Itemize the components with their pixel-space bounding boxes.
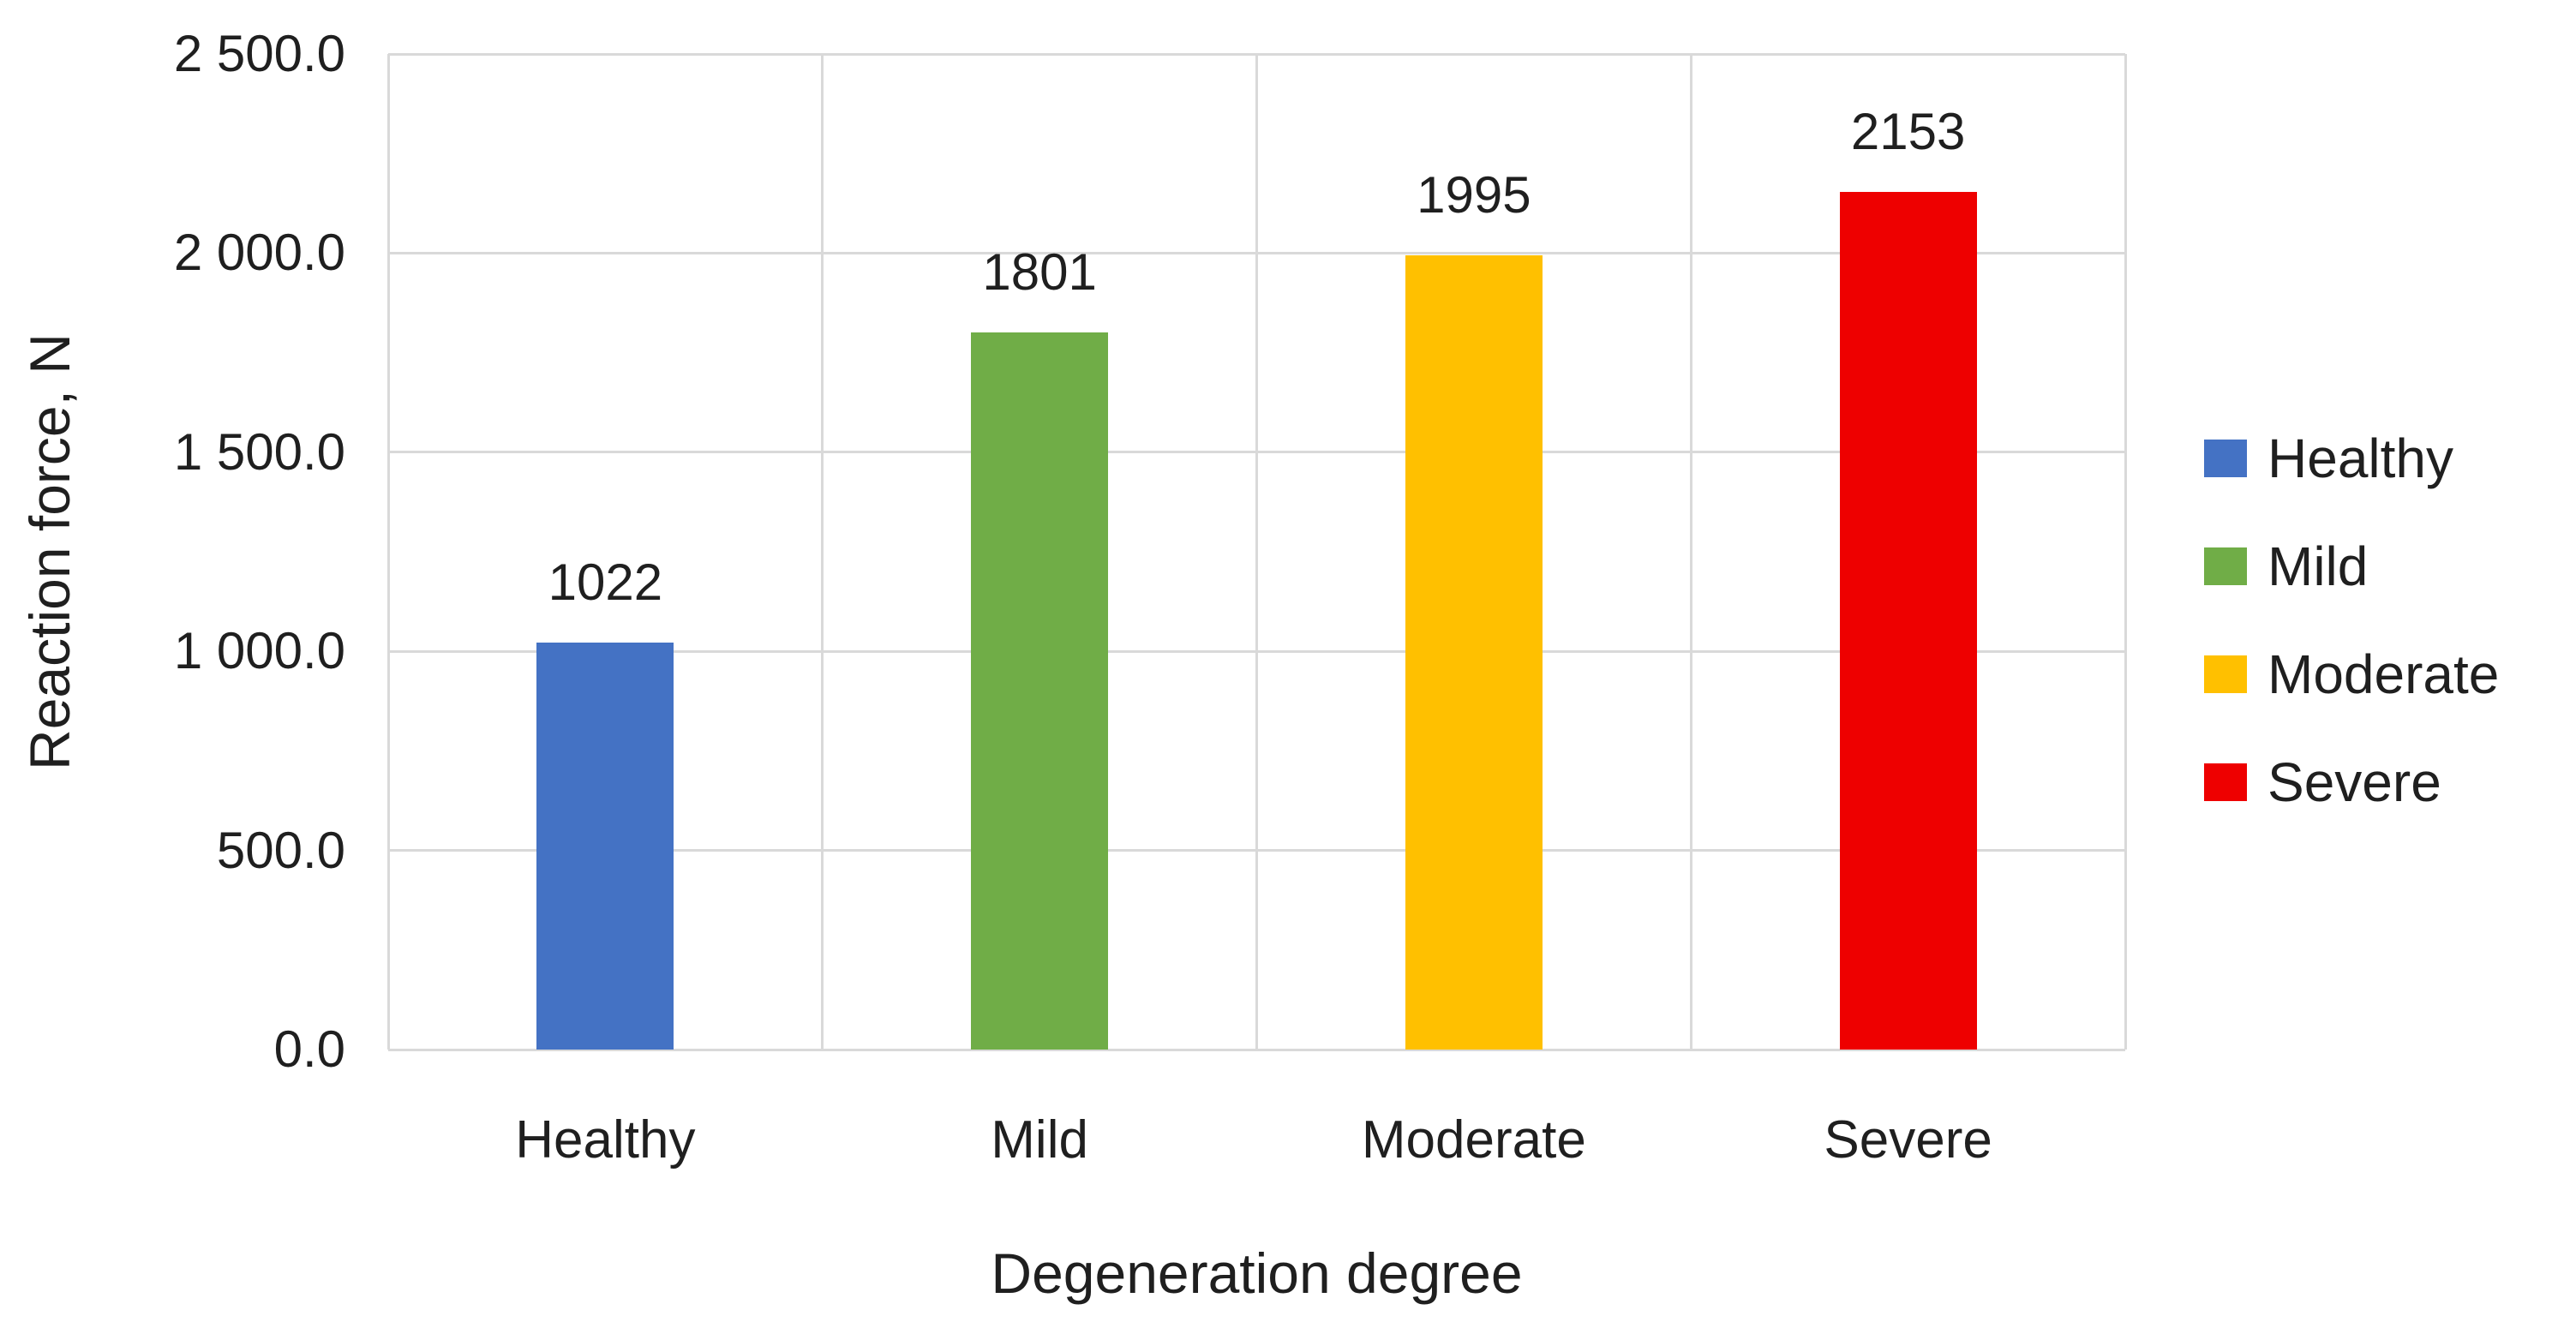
x-category-label: Healthy <box>515 1110 696 1169</box>
x-category-label: Moderate <box>1361 1110 1586 1169</box>
y-tick-label: 1 000.0 <box>173 622 345 680</box>
bar-value-label: 1995 <box>1417 165 1531 224</box>
legend-swatch-icon <box>2204 763 2247 801</box>
bar-severe <box>1839 192 1977 1050</box>
y-axis-title: Reaction force, N <box>18 333 81 770</box>
bar-healthy <box>536 642 674 1050</box>
legend-label: Moderate <box>2267 643 2500 705</box>
vertical-gridline <box>1689 54 1692 1050</box>
y-tick-label: 1 500.0 <box>173 422 345 481</box>
vertical-gridline <box>386 54 390 1050</box>
y-tick-label: 0.0 <box>273 1020 345 1078</box>
legend-label: Severe <box>2267 751 2441 813</box>
legend-item-healthy: Healthy <box>2204 431 2453 486</box>
horizontal-gridline <box>388 1048 2125 1051</box>
x-category-label: Mild <box>991 1110 1088 1169</box>
legend-label: Mild <box>2267 535 2369 597</box>
y-tick-label: 500.0 <box>216 821 345 879</box>
bar-value-label: 1022 <box>548 553 663 611</box>
legend-swatch-icon <box>2204 547 2247 585</box>
bar-moderate <box>1405 254 1543 1050</box>
bar-mild <box>971 332 1109 1050</box>
x-category-label: Severe <box>1824 1110 1992 1169</box>
legend-swatch-icon <box>2204 440 2247 477</box>
vertical-gridline <box>2124 54 2127 1050</box>
y-tick-label: 2 000.0 <box>173 224 345 282</box>
legend-item-mild: Mild <box>2204 539 2368 594</box>
y-tick-label: 2 500.0 <box>173 25 345 82</box>
vertical-gridline <box>821 54 824 1050</box>
legend-item-severe: Severe <box>2204 755 2441 810</box>
bar-value-label: 1801 <box>982 242 1097 301</box>
legend-swatch-icon <box>2204 655 2247 693</box>
vertical-gridline <box>1255 54 1258 1050</box>
x-axis-title: Degeneration degree <box>991 1241 1523 1305</box>
bar-value-label: 2153 <box>1850 103 1966 161</box>
legend-label: Healthy <box>2267 428 2453 489</box>
legend-item-moderate: Moderate <box>2204 647 2499 702</box>
